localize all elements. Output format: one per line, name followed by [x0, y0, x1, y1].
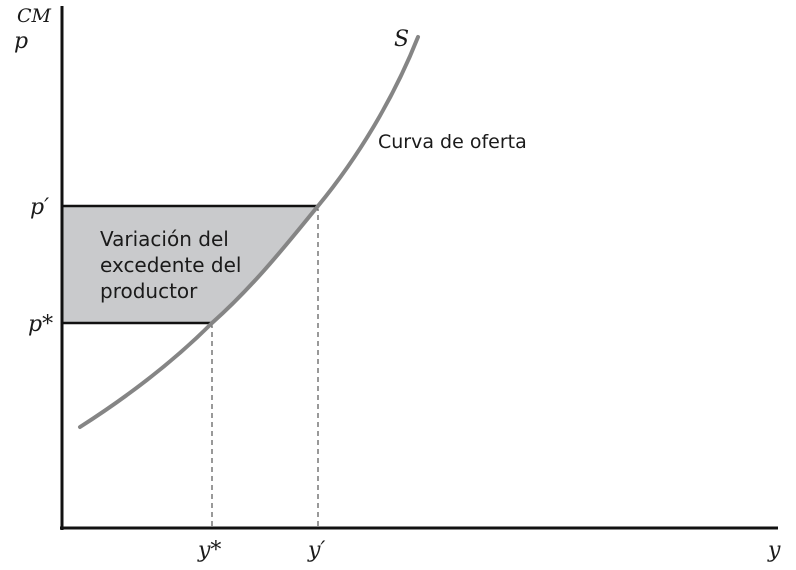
- area-label-line1: Variación del: [100, 227, 229, 251]
- curve-name-s: S: [394, 27, 409, 52]
- y-axis-label-cm: CM: [17, 5, 52, 27]
- y-axis-label-p: p: [14, 29, 28, 54]
- p-prime-label: p′: [30, 195, 49, 220]
- area-label-line2: excedente del: [100, 253, 241, 277]
- p-star-label: p*: [28, 312, 53, 337]
- y-prime-label: y′: [307, 538, 325, 563]
- y-star-label: y*: [197, 538, 221, 563]
- x-axis-label-y: y: [767, 538, 781, 563]
- supply-curve-label: Curva de oferta: [378, 131, 527, 153]
- supply-curve: [78, 35, 420, 429]
- producer-surplus-area: [62, 206, 318, 323]
- area-label-line3: productor: [100, 279, 198, 303]
